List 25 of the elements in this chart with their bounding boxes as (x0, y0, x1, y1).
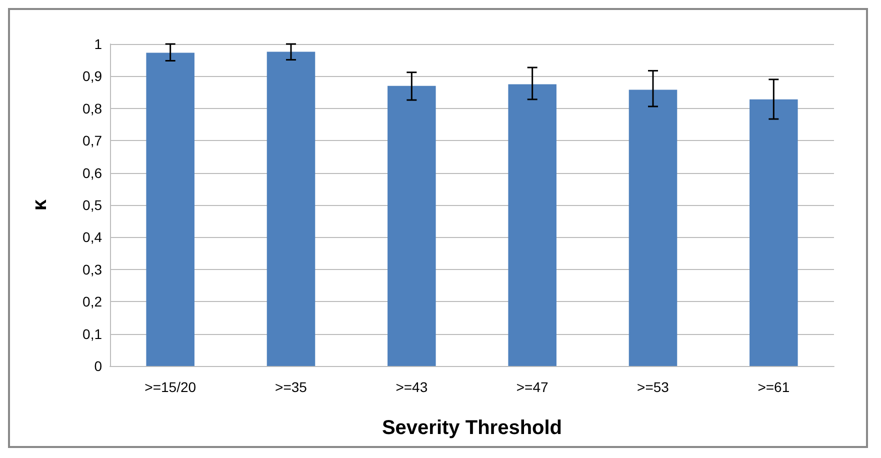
y-tick-label: 0,8 (82, 100, 102, 116)
y-tick-label: 0 (94, 358, 102, 374)
y-axis-title: κ (29, 198, 51, 211)
y-tick-label: 0,9 (82, 68, 102, 84)
y-tick-label: 0,5 (82, 197, 102, 213)
y-tick-label: 0,4 (82, 229, 102, 246)
x-tick-label: >=47 (516, 379, 548, 395)
y-tick-label: 0,7 (82, 132, 102, 149)
y-tick-label: 0,2 (82, 294, 102, 310)
x-tick-label: >=61 (758, 379, 790, 395)
x-tick-label: >=35 (275, 379, 308, 395)
bar (266, 52, 316, 366)
y-tick-label: 0,3 (82, 261, 102, 278)
x-tick-label: >=53 (637, 379, 670, 395)
y-tick-label: 0,1 (82, 326, 102, 342)
bar (146, 52, 194, 366)
bar (508, 84, 556, 366)
y-tick-label: 1 (94, 36, 102, 52)
bar (388, 86, 436, 366)
x-tick-label: >=15/20 (144, 379, 196, 395)
x-axis-title: Severity Threshold (382, 417, 562, 439)
y-tick-label: 0,6 (82, 164, 102, 181)
bar (750, 99, 798, 366)
bar (628, 90, 678, 366)
x-tick-label: >=43 (396, 379, 428, 395)
